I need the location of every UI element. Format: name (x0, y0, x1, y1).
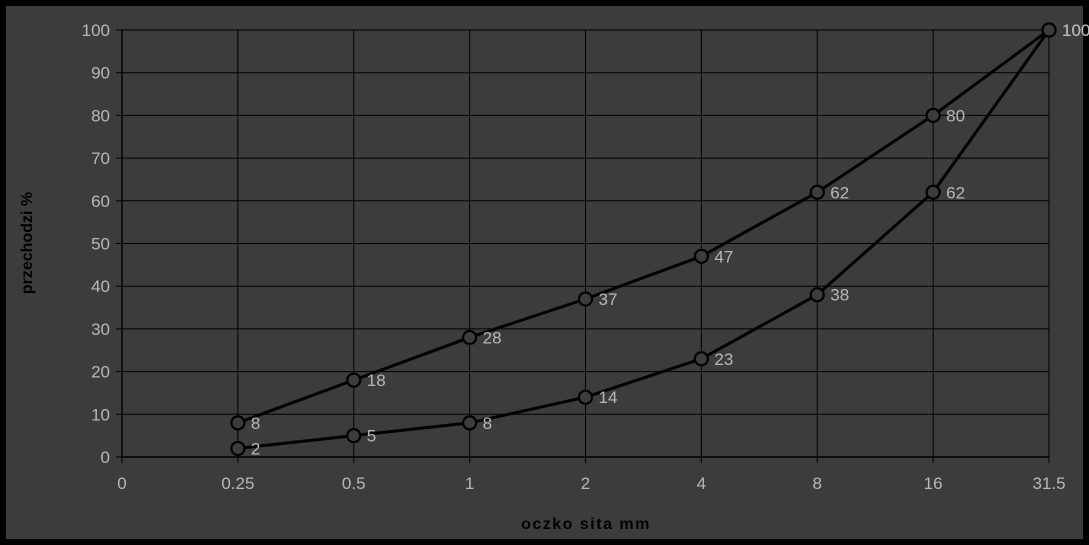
data-point (809, 287, 825, 303)
y-tick-label: 40 (91, 277, 110, 296)
data-label: 37 (599, 290, 618, 309)
data-point (346, 428, 362, 444)
y-axis-ticks: 0 10 20 30 40 50 60 70 80 90 100 (82, 21, 110, 467)
y-tick-label: 50 (91, 235, 110, 254)
x-tick-label: 0.5 (342, 474, 366, 493)
data-label: 62 (830, 183, 849, 202)
data-label: 23 (714, 350, 733, 369)
y-tick-label: 30 (91, 320, 110, 339)
data-label: 8 (251, 414, 260, 433)
x-axis-ticks: 0 0.25 0.5 1 2 4 8 16 31.5 (117, 474, 1065, 493)
x-tick-label: 2 (581, 474, 590, 493)
y-tick-label: 70 (91, 149, 110, 168)
data-point (925, 107, 941, 124)
data-point (925, 184, 941, 200)
data-point (462, 415, 478, 431)
data-point (1041, 22, 1057, 38)
x-tick-label: 1 (465, 474, 474, 493)
gridlines (116, 29, 1050, 463)
data-label: 62 (946, 183, 965, 202)
y-tick-label: 0 (101, 448, 110, 467)
data-point (577, 389, 594, 405)
data-point (462, 329, 478, 346)
data-label: 18 (367, 371, 386, 390)
x-tick-label: 8 (813, 474, 822, 493)
y-tick-label: 60 (91, 192, 110, 211)
series-line-2 (237, 29, 1051, 450)
data-point (230, 440, 246, 457)
y-tick-label: 90 (91, 64, 110, 83)
x-tick-label: 16 (924, 474, 943, 493)
data-label: 80 (946, 106, 965, 125)
data-label: 8 (483, 414, 492, 433)
data-label: 100 (1062, 21, 1089, 40)
x-tick-label: 31.5 (1032, 474, 1065, 493)
x-tick-label: 0.25 (221, 474, 254, 493)
x-tick-label: 4 (697, 474, 706, 493)
y-tick-label: 100 (82, 21, 110, 40)
data-point (809, 184, 825, 200)
y-tick-label: 20 (91, 363, 110, 382)
series-line-1 (237, 28, 1050, 425)
data-point (230, 415, 246, 431)
x-axis-title: oczko sita mm (521, 516, 651, 533)
data-point (693, 351, 709, 367)
data-point (346, 372, 362, 388)
y-tick-label: 10 (91, 405, 110, 424)
data-label: 28 (483, 328, 502, 347)
data-point (693, 248, 709, 264)
series-points (230, 22, 1057, 457)
data-label: 47 (714, 247, 733, 266)
data-label: 5 (367, 427, 376, 446)
y-axis-title: przechodzi % (19, 192, 36, 294)
data-label: 2 (251, 439, 260, 458)
data-point (577, 291, 594, 307)
data-label: 100 (1062, 21, 1089, 40)
series-lines (237, 28, 1051, 450)
chart-area (6, 6, 1083, 539)
data-label: 14 (599, 388, 618, 407)
data-label: 38 (830, 286, 849, 305)
x-tick-label: 0 (117, 474, 126, 493)
y-tick-label: 80 (91, 106, 110, 125)
